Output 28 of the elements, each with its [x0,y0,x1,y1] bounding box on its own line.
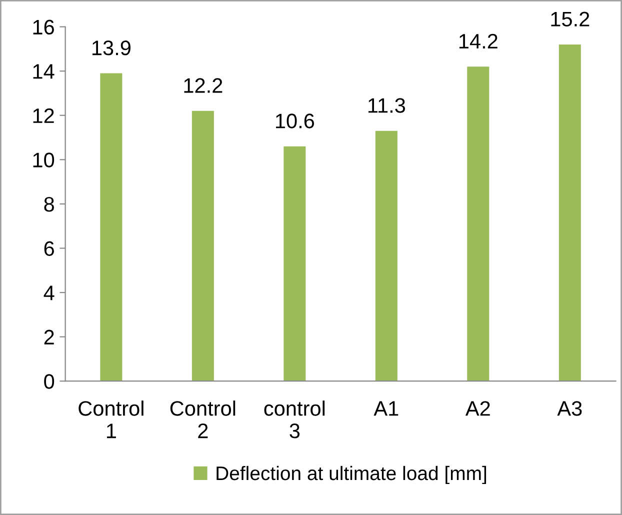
data-label: 11.3 [368,98,406,113]
y-tick-label: 8 [44,196,54,212]
bar [558,44,581,382]
y-tick-label: 10 [33,152,54,168]
data-label: 12.2 [184,78,222,93]
y-tick-label: 14 [33,64,54,79]
bar [192,110,214,382]
x-tick-label: control 3 [264,400,325,438]
y-tick-label: 12 [33,108,54,123]
data-label: 10.6 [276,114,314,128]
y-tick-label: 2 [44,330,54,344]
x-tick-label: A1 [374,401,398,416]
y-tick-label: 16 [33,20,54,35]
bar [284,146,306,382]
bar [375,130,398,382]
x-tick-label: Control 1 [78,400,144,438]
x-tick-label: A3 [557,401,582,416]
data-label: 13.9 [92,40,130,56]
y-tick-label: 0 [44,374,54,389]
x-tick-label: A2 [465,401,490,416]
data-label: 14.2 [459,34,498,48]
y-tick-label: 6 [44,241,54,256]
bar [467,66,490,382]
bar [100,73,122,382]
x-tick-label: Control 2 [170,400,236,438]
legend-label: Deflection at ultimate load [mm] [216,466,486,484]
y-tick-label: 4 [44,286,54,300]
data-label: 15.2 [551,12,590,26]
